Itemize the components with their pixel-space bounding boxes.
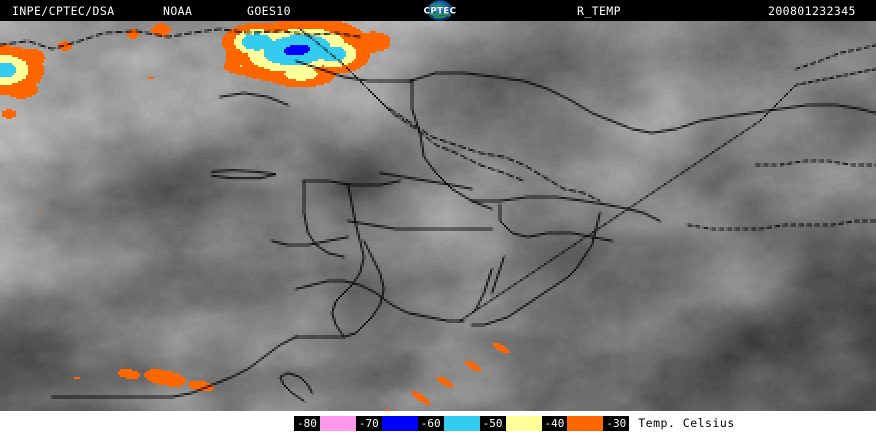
header-agency: NOAA — [163, 4, 193, 18]
legend-tick-2: -60 — [417, 416, 444, 431]
satellite-image-canvas-wrap — [0, 21, 876, 411]
legend-tick-1: -70 — [355, 416, 382, 431]
legend-tick-3: -50 — [479, 416, 506, 431]
temperature-colorbar-legend: -80 -70 -60 -50 -40 -30 Temp. Celsius — [294, 416, 735, 431]
cptec-globe-logo-icon: CPTEC — [419, 0, 461, 21]
legend-units-label: Temp. Celsius — [638, 416, 735, 430]
legend-swatch-orange — [567, 416, 604, 431]
header-timestamp: 200801232345 — [768, 4, 856, 18]
legend-tick-4: -40 — [541, 416, 568, 431]
legend-swatch-blue — [381, 416, 418, 431]
legend-swatch-cyan — [443, 416, 480, 431]
legend-tick-5: -30 — [603, 416, 630, 431]
header-institution: INPE/CPTEC/DSA — [12, 4, 115, 18]
infrared-satellite-image — [0, 21, 876, 411]
header-satellite: GOES10 — [247, 4, 291, 18]
header-product: R_TEMP — [577, 4, 621, 18]
svg-text:CPTEC: CPTEC — [424, 6, 457, 16]
legend-swatch-yellow — [505, 416, 542, 431]
legend-swatch-violet — [319, 416, 356, 431]
image-header-bar: INPE/CPTEC/DSA NOAA GOES10 R_TEMP 200801… — [0, 0, 876, 21]
legend-tick-0: -80 — [294, 416, 320, 431]
